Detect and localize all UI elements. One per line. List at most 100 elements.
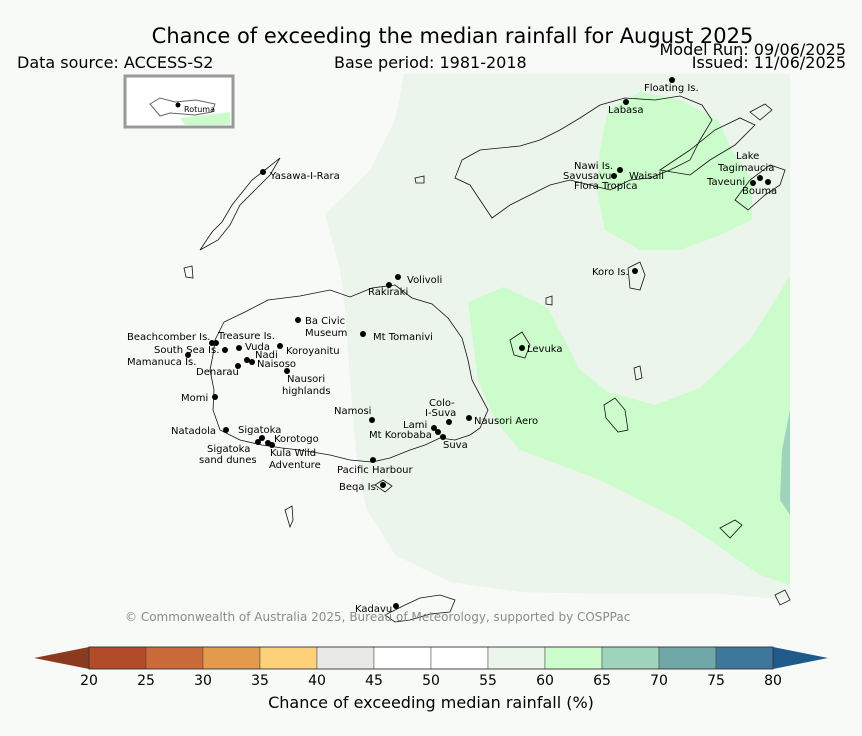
place-labels: Floating Is. Labasa Lake Tagimaucia Nawi… — [127, 83, 777, 615]
colorbar-tick-label: 20 — [80, 673, 98, 689]
colorbar-tick-label: 55 — [479, 673, 497, 689]
koro-coast — [627, 261, 646, 291]
vanua-levu-east-coast — [658, 117, 756, 176]
place-markers — [185, 77, 771, 609]
label-bacivic-1: Ba Civic — [305, 316, 345, 327]
label-naisoso: Naisoso — [257, 359, 296, 370]
label-suva: Suva — [443, 440, 468, 451]
rotuma-label: Rotuma — [184, 105, 215, 114]
colorbar: 20 25 30 35 40 45 50 55 60 65 70 75 80 — [34, 646, 828, 689]
colorbar-segment — [487, 646, 546, 670]
label-floating: Floating Is. — [644, 83, 699, 94]
small-island-5 — [749, 103, 773, 121]
label-korobaba: Mt Korobaba — [369, 430, 432, 441]
taveuni-coast — [734, 164, 786, 211]
colorbar-low-extension — [34, 647, 89, 669]
colorbar-segment — [658, 646, 717, 670]
label-momi: Momi — [181, 393, 208, 404]
label-nausori-h1: Nausori — [287, 374, 325, 385]
colorbar-segment — [259, 646, 318, 670]
small-island-1 — [414, 175, 425, 184]
map-title: Chance of exceeding the median rainfall … — [151, 24, 754, 48]
label-namosi: Namosi — [334, 406, 371, 417]
rotuma-inset: Rotuma — [123, 74, 235, 129]
colorbar-tick-label: 45 — [365, 673, 383, 689]
label-levuka: Levuka — [527, 344, 563, 355]
gau-coast — [603, 397, 629, 433]
small-island-4 — [633, 365, 643, 381]
label-tomanivi: Mt Tomanivi — [373, 332, 433, 343]
data-source: Data source: ACCESS-S2 — [17, 53, 214, 72]
label-nausori-h2: highlands — [282, 386, 331, 397]
zone-65-70 — [780, 410, 790, 515]
colorbar-segment — [202, 646, 261, 670]
colorbar-outline — [88, 646, 774, 670]
zone-60-65-south — [468, 276, 790, 585]
viti-levu-coast — [209, 284, 489, 463]
colorbar-tick-label: 35 — [251, 673, 269, 689]
lau-island-2 — [774, 589, 791, 606]
label-denarau: Denarau — [196, 367, 239, 378]
label-bouma: Bouma — [742, 186, 777, 197]
colorbar-segment — [601, 646, 660, 670]
label-pacific: Pacific Harbour — [337, 465, 414, 476]
label-taveuni: Taveuni — [706, 177, 745, 188]
colorbar-segment — [373, 646, 432, 670]
vatulele-coast — [284, 505, 294, 529]
small-island-3 — [545, 295, 553, 306]
model-run-date: Model Run: 09/06/2025 — [659, 40, 847, 59]
colorbar-tick-label: 40 — [308, 673, 326, 689]
label-southsea: South Sea Is. — [154, 345, 219, 356]
colorbar-segment — [316, 646, 375, 670]
label-kula-1: Kula Wild — [270, 448, 316, 459]
label-nadi: Nadi — [255, 350, 278, 361]
label-beqa: Beqa Is. — [339, 482, 379, 493]
coastlines — [183, 95, 791, 623]
label-savusavu: Savusavu — [563, 171, 611, 182]
colorbar-segment — [430, 646, 489, 670]
vanua-levu-coast — [454, 95, 713, 219]
colorbar-tick-label: 25 — [137, 673, 155, 689]
label-sigsand-2: sand dunes — [199, 455, 257, 466]
label-natadola: Natadola — [171, 426, 216, 437]
copyright-notice: © Commonwealth of Australia 2025, Bureau… — [125, 610, 631, 624]
fiji-rainfall-map: Rotuma Floating Is. Labasa Lake Tagimauc… — [123, 74, 791, 623]
colorbar-segment — [145, 646, 204, 670]
label-koroyanitu: Koroyanitu — [286, 346, 340, 357]
ovalau-coast — [509, 331, 531, 359]
issued-date: Issued: 11/06/2025 — [691, 53, 846, 72]
label-flora: Flora Tropica — [574, 181, 637, 192]
lau-island-1 — [719, 519, 743, 539]
colorbar-tick-label: 50 — [422, 673, 440, 689]
label-lake-2: Tagimaucia — [717, 163, 774, 174]
label-koro: Koro Is. — [592, 267, 629, 278]
label-sigsand-1: Sigatoka — [207, 444, 250, 455]
small-island-2 — [183, 265, 194, 279]
colorbar-segment — [715, 646, 774, 670]
label-colo-1: Colo- — [429, 398, 455, 409]
label-treasure: Treasure Is. — [217, 331, 275, 342]
colorbar-tick-label: 30 — [194, 673, 212, 689]
label-sigatoka: Sigatoka — [238, 425, 281, 436]
label-kula-2: Adventure — [269, 460, 321, 471]
label-kadavu: Kadavu — [355, 604, 392, 615]
label-beachcomber: Beachcomber Is. — [127, 332, 210, 343]
label-volivoli: Volivoli — [407, 275, 442, 286]
colorbar-segment — [544, 646, 603, 670]
label-waisali: Waisali — [629, 171, 664, 182]
label-mamanuca: Mamanuca Is. — [127, 357, 196, 368]
label-colo-2: I-Suva — [425, 408, 456, 419]
colorbar-tick-label: 75 — [707, 673, 725, 689]
colorbar-tick-label: 65 — [593, 673, 611, 689]
base-period: Base period: 1981-2018 — [334, 53, 527, 72]
beqa-coast — [374, 479, 393, 493]
label-lake-1: Lake — [736, 151, 759, 162]
kadavu-coast — [384, 594, 456, 623]
label-labasa: Labasa — [608, 105, 644, 116]
colorbar-tick-label: 80 — [764, 673, 782, 689]
label-rakiraki: Rakiraki — [368, 287, 408, 298]
label-vuda: Vuda — [245, 342, 270, 353]
label-yasawa: Yasawa-I-Rara — [269, 171, 340, 182]
label-nausori-aero: Nausori Aero — [474, 416, 538, 427]
colorbar-tick-label: 70 — [650, 673, 668, 689]
